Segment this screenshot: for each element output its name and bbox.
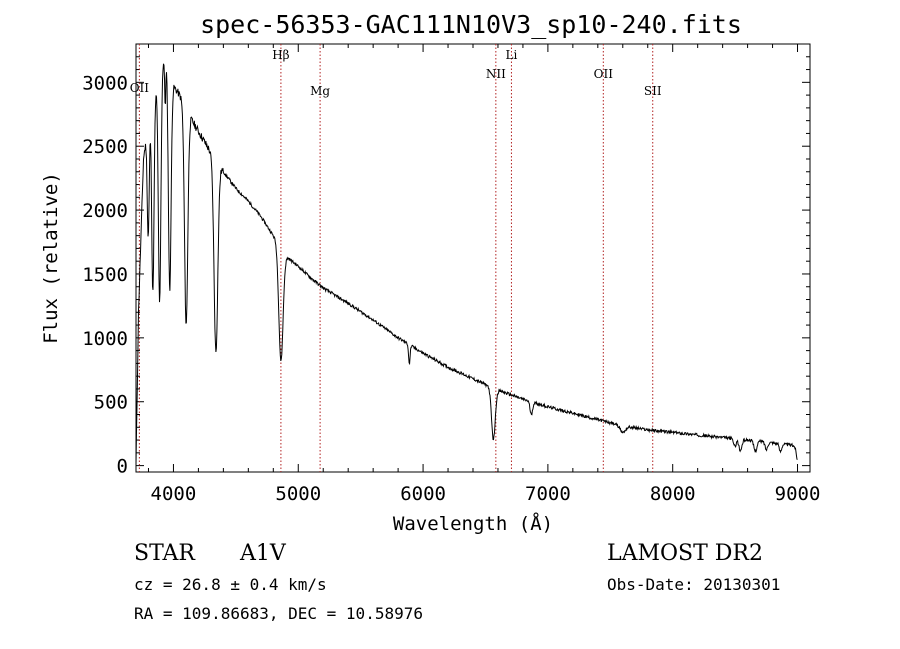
x-tick-label: 6000 [400,483,446,505]
coordinates-label: RA = 109.86683, DEC = 10.58976 [134,604,423,623]
redshift-label: cz = 26.8 ± 0.4 km/s [134,575,327,594]
y-axis-ticks: 0 500 1000 1500 2000 2500 3000 [82,56,810,478]
spectrum-series [135,63,798,465]
x-axis-label: Wavelength (Å) [393,512,553,535]
survey-label: LAMOST DR2 [607,541,763,566]
x-tick-label: 5000 [275,483,321,505]
x-tick-label: 4000 [151,483,197,505]
line-marker-label: OII [130,81,150,95]
y-tick-label: 1000 [82,328,128,350]
chart-title: spec-56353-GAC111N10V3_sp10-240.fits [200,10,742,39]
y-tick-label: 3000 [82,72,128,94]
plot-area: 4000 5000 6000 7000 8000 9000 0 500 1000 1500 200… [82,43,821,505]
plot-frame [135,43,811,473]
y-tick-label: 500 [94,392,128,414]
line-marker-label: Hβ [272,48,289,62]
obs-date-label: Obs-Date: 20130301 [607,575,780,594]
object-subclass: A1V [239,541,287,566]
x-axis-ticks: 4000 5000 6000 7000 8000 9000 [147,44,821,505]
y-tick-label: 0 [117,456,128,478]
line-marker-label: Mg [310,84,330,98]
line-marker-label: NII [486,67,506,81]
info-panel: STAR A1V LAMOST DR2 cz = 26.8 ± 0.4 km/s… [134,541,780,623]
y-tick-label: 1500 [82,264,128,286]
line-marker-label: Li [506,48,518,62]
x-tick-label: 9000 [775,483,821,505]
y-tick-label: 2000 [82,200,128,222]
y-axis-label: Flux (relative) [40,172,62,344]
line-marker-label: SII [644,84,662,98]
y-tick-label: 2500 [82,136,128,158]
object-class: STAR [134,541,196,566]
x-tick-label: 7000 [525,483,571,505]
x-tick-label: 8000 [650,483,696,505]
line-marker-label: OII [594,67,614,81]
